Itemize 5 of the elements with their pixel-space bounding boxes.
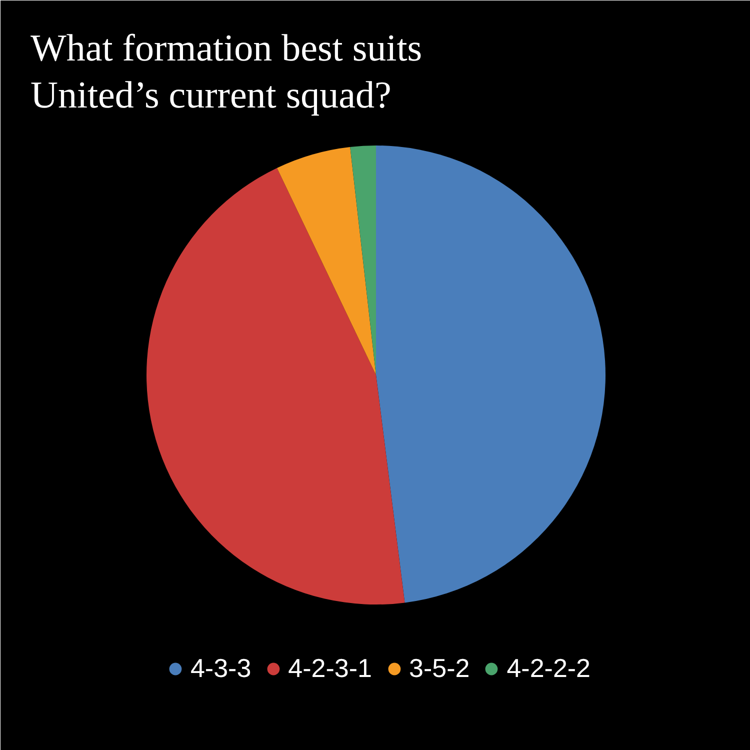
legend-label: 4-3-3	[190, 653, 252, 684]
chart-title: What formation best suits United’s current squad?	[30, 28, 422, 117]
legend-label: 3-5-2	[409, 653, 470, 684]
legend-label: 4-2-3-1	[288, 653, 372, 684]
legend-label: 4-2-2-2	[506, 653, 591, 684]
